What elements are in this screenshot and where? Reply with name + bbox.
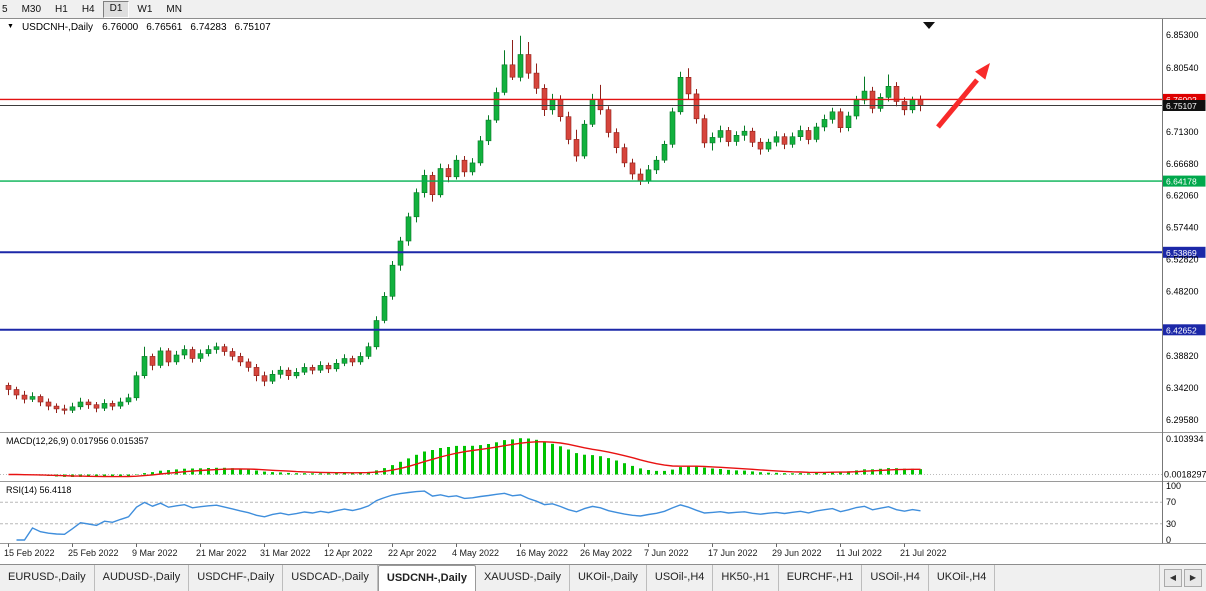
svg-text:31 Mar 2022: 31 Mar 2022 <box>260 548 311 558</box>
resistance-line-red[interactable]: 6.76002 <box>0 93 1206 105</box>
symbol-tab-usdcnh-daily[interactable]: USDCNH-,Daily <box>377 565 476 591</box>
support-line-green[interactable]: 6.64178 <box>0 175 1206 187</box>
symbol-tab-usdcad-daily[interactable]: USDCAD-,Daily <box>283 565 378 591</box>
tab-scroll-buttons: ◀ ▶ <box>1159 565 1206 591</box>
svg-text:16 May 2022: 16 May 2022 <box>516 548 568 558</box>
svg-text:12 Apr 2022: 12 Apr 2022 <box>324 548 373 558</box>
svg-text:6.66680: 6.66680 <box>1166 159 1199 169</box>
svg-text:6.80540: 6.80540 <box>1166 63 1199 73</box>
rsi-line <box>16 490 921 541</box>
svg-text:15 Feb 2022: 15 Feb 2022 <box>4 548 55 558</box>
rsi-label: RSI(14) 56.4118 <box>6 485 71 495</box>
svg-text:22 Apr 2022: 22 Apr 2022 <box>388 548 437 558</box>
timeframe-button-mn[interactable]: MN <box>166 3 182 15</box>
symbol-tab-ukoil-h4[interactable]: UKOil-,H4 <box>929 565 996 591</box>
symbol-tab-usoil-h4[interactable]: USOil-,H4 <box>862 565 929 591</box>
svg-text:25 Feb 2022: 25 Feb 2022 <box>68 548 119 558</box>
svg-text:70: 70 <box>1166 497 1176 507</box>
svg-text:9 Mar 2022: 9 Mar 2022 <box>132 548 178 558</box>
timeframe-button-w1[interactable]: W1 <box>137 3 153 15</box>
svg-text:6.85300: 6.85300 <box>1166 30 1199 40</box>
svg-text:0.0018297: 0.0018297 <box>1164 470 1206 480</box>
svg-text:6.48200: 6.48200 <box>1166 286 1199 296</box>
timeframe-button-m30[interactable]: M30 <box>21 3 42 15</box>
chart-canvas[interactable]: 6.760026.751076.641786.538696.426526.853… <box>0 19 1206 564</box>
tabs-scroll-left-icon[interactable]: ◀ <box>1164 569 1182 587</box>
chart-symbol-label: USDCNH-,Daily <box>21 22 94 33</box>
candlestick-series <box>5 35 924 415</box>
svg-text:6.62060: 6.62060 <box>1166 191 1199 201</box>
collapse-triangle-icon[interactable]: ▼ <box>7 23 14 30</box>
symbol-tab-eurchf-h1[interactable]: EURCHF-,H1 <box>779 565 863 591</box>
svg-text:21 Jul 2022: 21 Jul 2022 <box>900 548 947 558</box>
bid-price-line[interactable]: 6.75107 <box>0 100 1206 111</box>
svg-text:0: 0 <box>1166 535 1171 545</box>
symbol-tab-audusd-daily[interactable]: AUDUSD-,Daily <box>95 565 190 591</box>
svg-text:6.52820: 6.52820 <box>1166 255 1199 265</box>
trend-arrow-annotation[interactable] <box>936 63 990 129</box>
svg-text:6.42652: 6.42652 <box>1166 325 1197 335</box>
symbol-tab-bar: EURUSD-,Daily AUDUSD-,Daily USDCHF-,Daily U… <box>0 564 1206 591</box>
svg-text:6.76002: 6.76002 <box>1166 95 1197 105</box>
symbol-tab-usdchf-daily[interactable]: USDCHF-,Daily <box>189 565 284 591</box>
symbol-tab-hk50-h1[interactable]: HK50-,H1 <box>713 565 779 591</box>
svg-text:29 Jun 2022: 29 Jun 2022 <box>772 548 822 558</box>
svg-text:17 Jun 2022: 17 Jun 2022 <box>708 548 758 558</box>
tabs-scroll-right-icon[interactable]: ▶ <box>1184 569 1202 587</box>
ohlc-open: 6.76000 <box>102 22 139 33</box>
svg-text:21 Mar 2022: 21 Mar 2022 <box>196 548 247 558</box>
svg-text:6.71300: 6.71300 <box>1166 127 1199 137</box>
symbol-tab-xauusd-daily[interactable]: XAUUSD-,Daily <box>476 565 570 591</box>
svg-text:7 Jun 2022: 7 Jun 2022 <box>644 548 689 558</box>
svg-text:6.57440: 6.57440 <box>1166 223 1199 233</box>
chart-ohlc-header: ▼ USDCNH-,Daily 6.76000 6.76561 6.74283 … <box>7 22 271 33</box>
svg-text:6.38820: 6.38820 <box>1166 351 1199 361</box>
timeframe-button-5[interactable]: 5 <box>2 3 8 15</box>
timeframe-button-d1[interactable]: D1 <box>102 0 130 18</box>
symbol-tab-usoil-h4[interactable]: USOil-,H4 <box>647 565 714 591</box>
timeframe-toolbar: 5 M30 H1 H4 D1 W1 MN <box>0 0 1206 19</box>
svg-text:6.34200: 6.34200 <box>1166 383 1199 393</box>
svg-text:6.29580: 6.29580 <box>1166 415 1199 425</box>
svg-text:6.53869: 6.53869 <box>1166 248 1197 258</box>
svg-text:100: 100 <box>1166 481 1181 491</box>
svg-text:11 Jul 2022: 11 Jul 2022 <box>836 548 882 558</box>
symbol-tab-eurusd-daily[interactable]: EURUSD-,Daily <box>0 565 95 591</box>
symbol-tab-ukoil-daily[interactable]: UKOil-,Daily <box>570 565 647 591</box>
timeframe-button-h1[interactable]: H1 <box>55 3 68 15</box>
support-line-blue-lower[interactable]: 6.42652 <box>0 324 1206 336</box>
ohlc-close: 6.75107 <box>234 22 271 33</box>
tabs-strip: EURUSD-,Daily AUDUSD-,Daily USDCHF-,Daily U… <box>0 565 1159 591</box>
svg-text:6.64178: 6.64178 <box>1166 177 1197 187</box>
chart-panel: 6.76002 6.75107 6.64178 6.53869 6.42652 6.853… <box>0 19 1206 564</box>
ohlc-high: 6.76561 <box>146 22 183 33</box>
svg-text:4 May 2022: 4 May 2022 <box>452 548 499 558</box>
svg-text:6.75107: 6.75107 <box>1166 101 1197 111</box>
macd-label: MACD(12,26,9) 0.017956 0.015357 <box>6 436 149 446</box>
svg-text:0.103934: 0.103934 <box>1166 434 1204 444</box>
chart-shift-marker <box>923 22 935 29</box>
svg-text:30: 30 <box>1166 519 1176 529</box>
svg-text:26 May 2022: 26 May 2022 <box>580 548 632 558</box>
macd-signal-line <box>8 441 921 478</box>
support-line-blue-upper[interactable]: 6.53869 <box>0 246 1206 258</box>
ohlc-low: 6.74283 <box>190 22 227 33</box>
timeframe-button-h4[interactable]: H4 <box>81 3 95 15</box>
